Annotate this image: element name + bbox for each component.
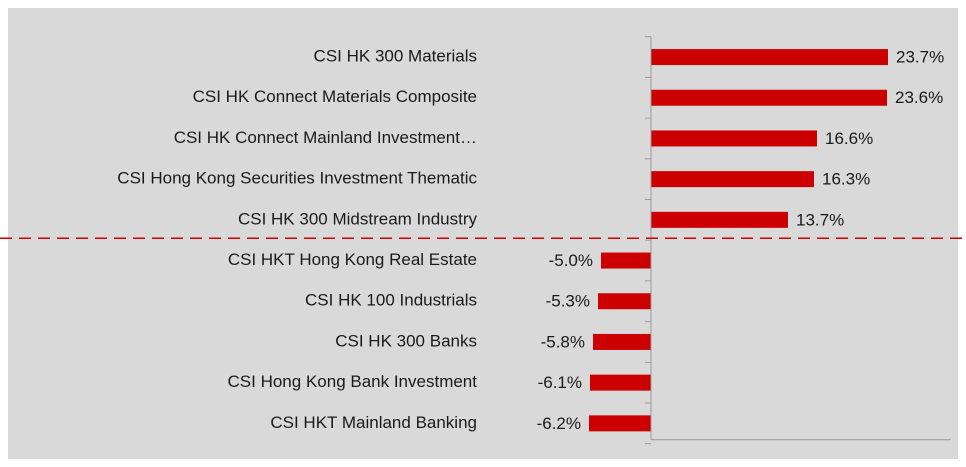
category-label: CSI HK 300 Banks: [335, 331, 477, 350]
value-label: 13.7%: [796, 210, 844, 229]
bar: [601, 252, 651, 269]
category-label: CSI HK 300 Materials: [314, 47, 477, 66]
category-label: CSI HKT Mainland Banking: [270, 413, 477, 432]
category-label: CSI HK 100 Industrials: [305, 291, 477, 310]
bar: [589, 415, 651, 432]
category-label: CSI HKT Hong Kong Real Estate: [228, 250, 477, 269]
chart-background: [8, 8, 958, 459]
bar: [593, 333, 651, 350]
bar: [598, 293, 651, 310]
value-label: -6.2%: [537, 414, 581, 433]
bar: [651, 211, 788, 228]
value-label: 23.6%: [895, 88, 943, 107]
value-label: -6.1%: [538, 373, 582, 392]
bar: [651, 89, 887, 106]
value-label: -5.3%: [546, 292, 590, 311]
value-label: 16.6%: [825, 129, 873, 148]
bar: [651, 49, 888, 66]
bar: [651, 171, 814, 188]
category-label: CSI HK Connect Mainland Investment…: [174, 128, 477, 147]
category-label: CSI Hong Kong Securities Investment Them…: [117, 169, 477, 188]
value-label: 16.3%: [822, 170, 870, 189]
category-label: CSI Hong Kong Bank Investment: [228, 372, 478, 391]
category-label: CSI HK 300 Midstream Industry: [238, 209, 478, 228]
value-label: -5.8%: [541, 332, 585, 351]
value-label: -5.0%: [549, 251, 593, 270]
bar: [651, 130, 817, 147]
bar: [590, 374, 651, 391]
category-label: CSI HK Connect Materials Composite: [193, 87, 477, 106]
value-label: 23.7%: [896, 48, 944, 67]
